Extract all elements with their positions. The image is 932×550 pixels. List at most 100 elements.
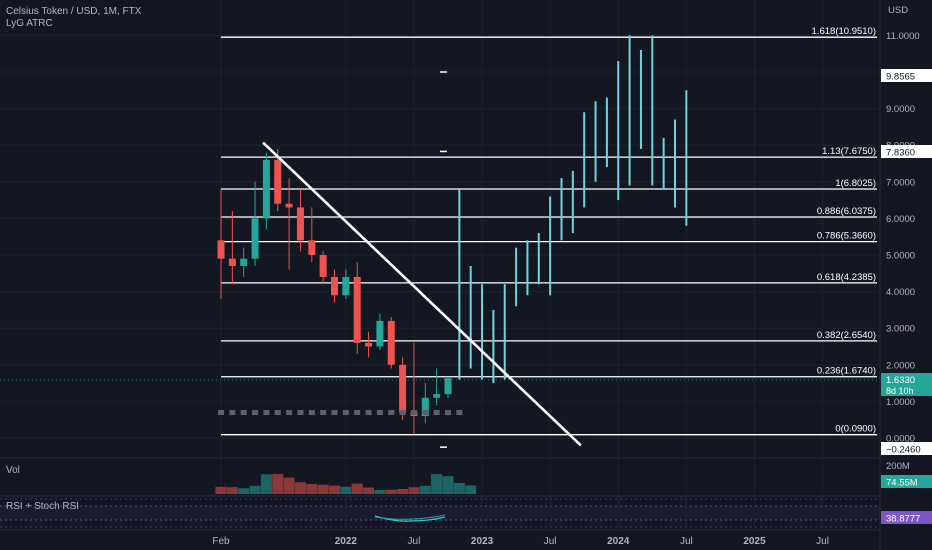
rsi-band: [0, 506, 880, 520]
support-dots: [218, 410, 463, 415]
marker-mid-bg: [881, 145, 932, 158]
candle-body-10: [331, 276, 338, 296]
x-tick-2: Jul: [408, 536, 421, 547]
volume-bar-3: [249, 485, 261, 494]
volume-bar-18: [419, 485, 431, 494]
candle-body-0: [217, 240, 225, 259]
y-tick-9: 9.0000: [886, 104, 915, 115]
rsi-value-bg: [881, 511, 932, 524]
volume-bar-22: [465, 485, 477, 494]
y-tick-6: 6.0000: [886, 214, 915, 225]
y-tick-7: 7.0000: [886, 177, 915, 188]
fib-label-6: 0.382(2.6540): [817, 330, 876, 341]
trendline[interactable]: [262, 141, 582, 447]
support-dot-9: [320, 410, 327, 415]
fib-label-7: 0.236(1.6740): [817, 366, 876, 377]
candle-body-19: [433, 394, 441, 398]
y-tick-0: 0.0000: [886, 434, 915, 445]
volume-bar-1: [226, 487, 238, 494]
support-dot-5: [274, 410, 281, 415]
volume-series: [215, 474, 477, 494]
support-dot-19: [433, 410, 440, 415]
support-dot-13: [365, 410, 372, 415]
y-tick-2: 2.0000: [886, 360, 915, 371]
current-price: 1.6330: [886, 375, 915, 386]
volume-bar-7: [294, 482, 306, 494]
volume-bar-13: [363, 487, 375, 494]
indicator-label: LyG ATRC: [6, 18, 53, 29]
marker-low-bg: [881, 442, 932, 455]
y-tick-3: 3.0000: [886, 324, 915, 335]
marker-high: 9.8565: [886, 72, 915, 83]
support-dot-15: [388, 410, 395, 415]
volume-value-bg: [881, 475, 932, 488]
volume-bar-6: [283, 477, 295, 494]
y-tick-5: 5.0000: [886, 251, 915, 262]
fib-label-4: 0.786(5.3660): [817, 231, 876, 242]
volume-bar-11: [340, 486, 352, 494]
fib-label-5: 0.618(4.2385): [817, 272, 876, 283]
rsi-pane-label: RSI + Stoch RSI: [6, 501, 80, 512]
volume-pane-label: Vol: [6, 465, 20, 476]
volume-bar-14: [374, 490, 386, 494]
fib-label-2: 1(6.8025): [835, 178, 876, 189]
trendline-line: [262, 141, 582, 447]
fib-label-0: 1.618(10.9510): [812, 26, 876, 37]
symbol-title[interactable]: Celsius Token / USD, 1M, FTX: [6, 6, 142, 17]
support-dot-21: [456, 410, 463, 415]
support-dot-17: [410, 410, 417, 415]
candle-body-11: [342, 276, 350, 296]
candle-body-9: [319, 255, 327, 277]
current-price-bg: [881, 373, 932, 396]
volume-bar-16: [397, 489, 409, 494]
volume-bar-10: [329, 485, 340, 494]
support-dot-1: [229, 410, 236, 415]
y-tick-11: 11.0000: [886, 31, 920, 42]
candle-body-14: [376, 320, 384, 347]
candle-body-5: [274, 159, 282, 204]
projection-bars: [458, 35, 688, 384]
fibonacci-levels: 1.618(10.9510) 1.13(7.6750) 1(6.8025) 0.886…: [221, 26, 877, 448]
price-axis[interactable]: USD 0.0000 1.0000 2.0000 3.0000 4.0000 5.0000 6…: [881, 5, 932, 525]
candle-body-3: [251, 218, 259, 259]
time-axis[interactable]: Feb 2022 Jul 2023 Jul 2024 Jul 2025 Jul: [212, 536, 829, 547]
support-dot-8: [308, 410, 315, 415]
support-dot-16: [399, 410, 406, 415]
x-tick-8: Jul: [816, 536, 829, 547]
volume-bar-15: [385, 489, 397, 494]
volume-bar-5: [272, 474, 284, 494]
volume-bar-20: [442, 476, 454, 494]
candle-body-18: [421, 397, 429, 417]
candle-body-16: [399, 364, 407, 413]
candle-body-8: [308, 240, 316, 255]
rsi-value: 38.8777: [886, 514, 920, 525]
volume-bar-4: [260, 474, 272, 494]
volume-bar-0: [215, 486, 227, 494]
fib-label-3: 0.886(6.0375): [817, 206, 876, 217]
x-tick-5: 2024: [607, 536, 630, 547]
candlestick-series: [217, 148, 452, 435]
candle-body-12: [353, 276, 361, 343]
candle-body-13: [365, 342, 373, 347]
support-dot-10: [331, 410, 338, 415]
volume-tick: 200M: [886, 461, 910, 472]
x-tick-7: 2025: [743, 536, 766, 547]
support-dot-14: [376, 410, 383, 415]
support-dot-11: [342, 410, 349, 415]
volume-bar-21: [453, 482, 465, 494]
fib-label-8: 0(0.0900): [835, 424, 876, 435]
volume-bar-19: [431, 474, 443, 494]
volume-bar-2: [238, 488, 250, 494]
candle-body-1: [228, 258, 236, 266]
grid-lines: [0, 0, 880, 530]
support-dot-6: [286, 410, 293, 415]
candle-body-4: [262, 159, 270, 219]
support-dot-12: [354, 410, 361, 415]
volume-bar-9: [317, 484, 329, 494]
x-tick-4: Jul: [544, 536, 557, 547]
marker-high-bg: [881, 69, 932, 82]
support-dot-3: [252, 410, 259, 415]
